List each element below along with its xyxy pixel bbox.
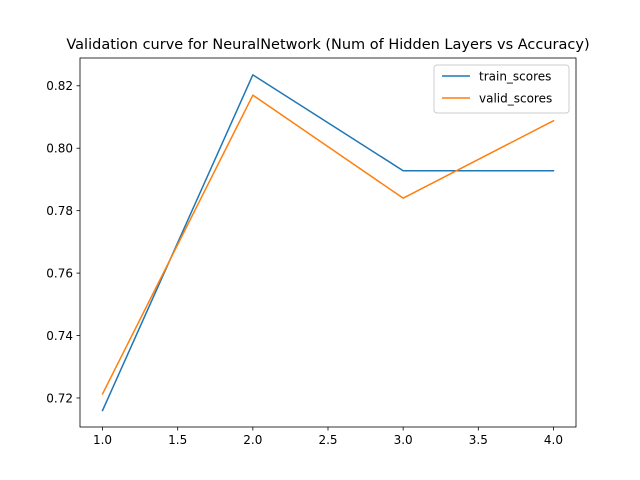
series-line-train-scores <box>101 74 555 412</box>
y-tick-label: 0.72 <box>46 391 73 405</box>
x-tick-label: 1.5 <box>168 433 187 447</box>
x-tick-label: 3.5 <box>469 433 488 447</box>
y-axis: 0.72 0.74 0.76 0.78 0.80 0.82 <box>46 79 80 405</box>
series-layer <box>101 74 555 412</box>
y-tick-label: 0.74 <box>46 329 73 343</box>
x-tick-label: 2.5 <box>318 433 337 447</box>
legend-box <box>433 64 570 114</box>
x-tick-label: 3.0 <box>394 433 413 447</box>
chart-title: Validation curve for NeuralNetwork (Num … <box>66 37 589 53</box>
series-line-valid-scores <box>101 94 555 395</box>
x-tick-label: 2.0 <box>243 433 262 447</box>
y-tick-label: 0.82 <box>46 79 73 93</box>
legend: train_scores valid_scores <box>433 64 570 114</box>
x-axis: 1.0 1.5 2.0 2.5 3.0 3.5 4.0 <box>93 427 563 447</box>
legend-label-valid-scores: valid_scores <box>479 92 552 106</box>
x-tick-label: 1.0 <box>93 433 112 447</box>
x-tick-label: 4.0 <box>544 433 563 447</box>
y-tick-label: 0.78 <box>46 204 73 218</box>
y-tick-label: 0.76 <box>46 266 73 280</box>
legend-label-train-scores: train_scores <box>479 70 551 84</box>
y-tick-label: 0.80 <box>46 142 73 156</box>
